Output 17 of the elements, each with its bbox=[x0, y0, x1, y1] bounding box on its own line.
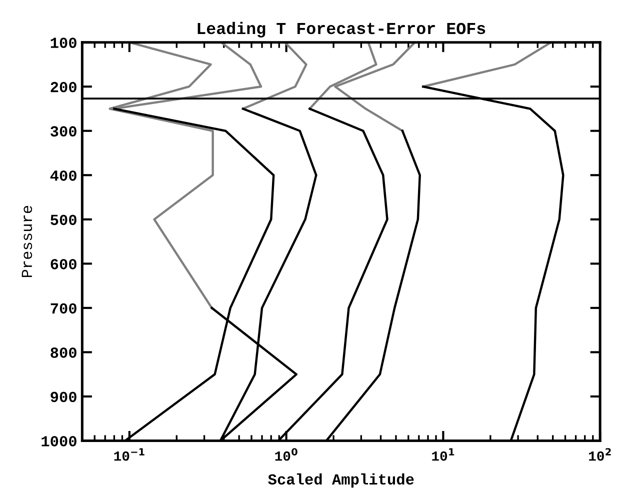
x-axis-title: Scaled Amplitude bbox=[268, 473, 414, 488]
y-tick-label: 1000 bbox=[42, 436, 76, 446]
y-axis-title: Pressure bbox=[22, 206, 32, 277]
y-tick-label: 900 bbox=[50, 392, 76, 402]
y-tick-label: 700 bbox=[50, 303, 76, 314]
y-tick-label: 600 bbox=[50, 258, 76, 270]
y-tick-label: 300 bbox=[50, 126, 76, 137]
x-tick-label: 10$^{2}$ bbox=[589, 448, 611, 461]
y-tick-label: 400 bbox=[50, 170, 76, 181]
y-tick-label: 800 bbox=[50, 348, 76, 358]
x-tick-label: 10$^{−1}$ bbox=[114, 448, 144, 461]
y-tick-label: 200 bbox=[50, 82, 76, 92]
x-tick-label: 10$^{0}$ bbox=[275, 448, 298, 461]
y-tick-label: 100 bbox=[50, 38, 76, 48]
y-tick-label: 500 bbox=[50, 214, 76, 226]
chart-title: Leading T Forecast-Error EOFs bbox=[198, 22, 486, 38]
x-tick-label: 10$^{1}$ bbox=[432, 448, 454, 461]
